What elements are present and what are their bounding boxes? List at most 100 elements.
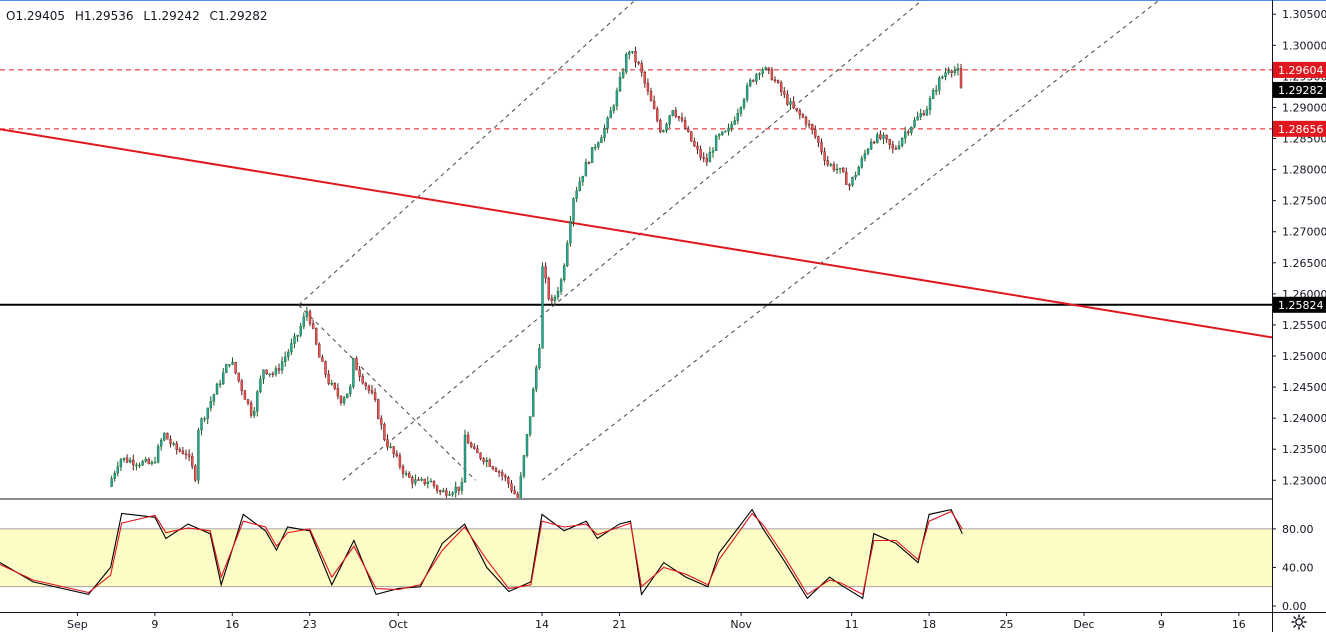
candle[interactable] [113, 472, 116, 479]
candle[interactable] [197, 429, 200, 481]
candle[interactable] [256, 391, 259, 412]
candle[interactable] [435, 485, 439, 491]
candle[interactable] [373, 392, 377, 400]
candle[interactable] [541, 266, 544, 349]
candle[interactable] [742, 99, 746, 108]
candle[interactable] [953, 70, 957, 73]
candle[interactable] [156, 446, 160, 463]
candle[interactable] [665, 123, 668, 131]
candle[interactable] [181, 450, 185, 454]
candle[interactable] [727, 127, 730, 132]
candle[interactable] [504, 475, 507, 478]
candle[interactable] [578, 181, 581, 192]
candle[interactable] [928, 98, 932, 110]
candle[interactable] [618, 77, 622, 92]
candle[interactable] [798, 110, 802, 115]
candle[interactable] [420, 478, 423, 481]
candle[interactable] [364, 382, 368, 387]
candle[interactable] [621, 71, 625, 78]
candle[interactable] [178, 449, 182, 452]
candle[interactable] [780, 82, 783, 92]
candle[interactable] [584, 162, 588, 177]
candle[interactable] [659, 120, 662, 133]
candle[interactable] [377, 399, 380, 419]
candle[interactable] [615, 90, 619, 107]
candle[interactable] [349, 386, 352, 394]
candle[interactable] [885, 134, 888, 140]
candle[interactable] [225, 364, 228, 373]
candle[interactable] [724, 130, 727, 133]
candle[interactable] [544, 266, 547, 279]
channel-line[interactable] [541, 0, 1261, 481]
candle[interactable] [315, 328, 318, 345]
candle[interactable] [888, 139, 891, 145]
candle[interactable] [528, 416, 532, 435]
candle[interactable] [501, 472, 504, 476]
candle[interactable] [150, 462, 154, 464]
candle[interactable] [191, 456, 194, 467]
candle[interactable] [789, 101, 792, 105]
candle[interactable] [116, 466, 120, 474]
candle[interactable] [938, 77, 941, 91]
candle[interactable] [231, 361, 234, 365]
candle[interactable] [817, 136, 820, 143]
candle[interactable] [308, 311, 312, 324]
candle[interactable] [352, 358, 355, 387]
candle[interactable] [857, 167, 860, 176]
candle[interactable] [553, 296, 557, 301]
candle[interactable] [485, 459, 488, 463]
candle[interactable] [891, 144, 895, 149]
candle[interactable] [634, 51, 637, 63]
candle[interactable] [646, 82, 650, 92]
candle[interactable] [370, 390, 374, 393]
candle[interactable] [532, 388, 535, 417]
candle[interactable] [547, 278, 550, 299]
candle[interactable] [876, 134, 879, 143]
candle[interactable] [708, 152, 712, 163]
candle[interactable] [696, 145, 699, 150]
candle[interactable] [451, 492, 454, 495]
candle[interactable] [184, 453, 188, 455]
candle[interactable] [463, 434, 467, 483]
candle[interactable] [625, 54, 628, 73]
candle[interactable] [820, 142, 823, 152]
candle[interactable] [510, 483, 513, 491]
candle[interactable] [783, 91, 786, 95]
candle[interactable] [265, 369, 268, 375]
candle[interactable] [559, 279, 563, 292]
candle[interactable] [138, 464, 141, 467]
candle[interactable] [125, 457, 129, 463]
candle[interactable] [525, 434, 529, 456]
candle[interactable] [702, 157, 705, 159]
candle[interactable] [786, 94, 789, 105]
candle[interactable] [302, 316, 306, 327]
candle[interactable] [110, 478, 113, 487]
candle[interactable] [900, 138, 904, 146]
candle[interactable] [879, 134, 882, 139]
stochastic-pane[interactable] [0, 508, 1272, 600]
settings-button[interactable] [1288, 612, 1310, 632]
candle[interactable] [135, 464, 138, 467]
candle[interactable] [845, 171, 848, 185]
candle[interactable] [361, 376, 364, 384]
candle[interactable] [454, 486, 457, 494]
candle[interactable] [414, 479, 417, 484]
candle[interactable] [389, 446, 392, 448]
candle[interactable] [652, 100, 656, 110]
candle[interactable] [829, 163, 833, 166]
candle[interactable] [404, 473, 408, 475]
candle[interactable] [882, 134, 885, 139]
candle[interactable] [919, 113, 922, 117]
channel-line[interactable] [342, 0, 1018, 481]
candle[interactable] [330, 383, 333, 385]
candle[interactable] [218, 383, 222, 386]
candle[interactable] [383, 424, 386, 440]
candle[interactable] [519, 475, 523, 499]
candle[interactable] [470, 443, 473, 447]
candle[interactable] [739, 107, 743, 114]
candle[interactable] [305, 311, 309, 318]
candle[interactable] [776, 80, 780, 83]
candle[interactable] [398, 455, 402, 467]
candle[interactable] [600, 137, 603, 143]
candle[interactable] [860, 158, 864, 168]
